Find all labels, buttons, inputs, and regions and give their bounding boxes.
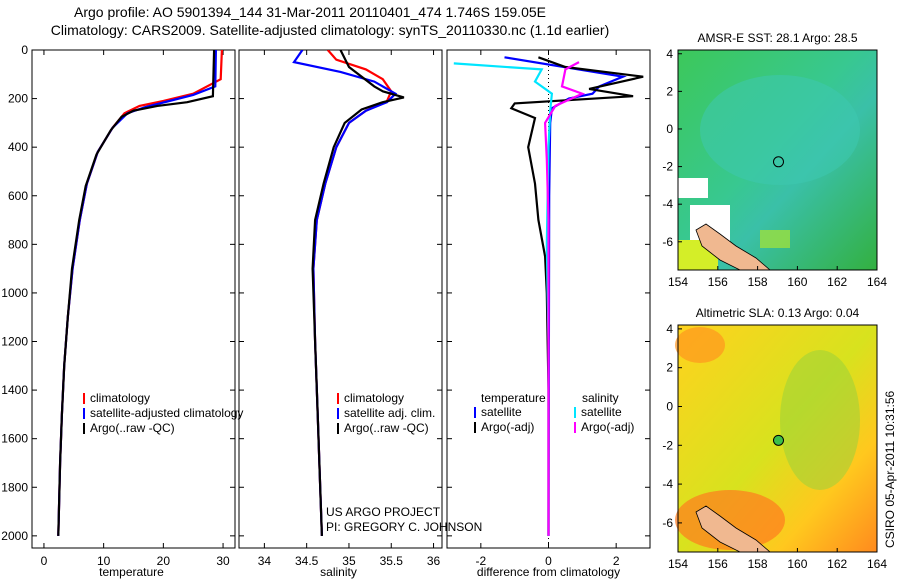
y-tick-label: 1200 [1,335,28,349]
project-label: US ARGO PROJECT [326,505,441,519]
y-tick-label: 1400 [1,383,28,397]
x-axis-label: temperature [99,565,164,579]
field-blob [780,350,860,490]
plot-frame [238,49,443,549]
x-tick-label: 158 [748,557,768,571]
legend-label: satellite-adjusted climatology [90,406,243,420]
legend-label: satellite adj. clim. [344,406,435,420]
x-tick-label: 156 [708,275,728,289]
x-tick-label: 164 [867,557,887,571]
y-tick-label: 1800 [1,480,28,494]
y-tick-label: -4 [662,197,673,211]
y-tick-label: 2 [666,84,673,98]
x-tick-label: 20 [157,554,171,568]
missing-data [678,178,708,198]
x-tick-label: 158 [748,275,768,289]
y-tick-label: 0 [666,122,673,136]
title-line-1: Argo profile: AO 5901394_144 31-Mar-2011… [74,4,546,20]
legend-label: climatology [344,391,404,405]
y-tick-label: 200 [8,92,28,106]
series-line-argo-adj- [509,56,644,536]
float-marker [772,156,784,168]
legend-label: Argo(-adj) [481,420,534,434]
sla-map: 154 156 158 160 162 164 4 2 0 -2 -4 -6 Altimetric SL… [662,306,887,571]
x-tick-label: 36 [427,554,441,568]
x-tick-label: 162 [827,275,847,289]
x-tick-label: 30 [216,554,230,568]
x-tick-label: 160 [787,275,807,289]
x-tick-label: -2 [475,554,486,568]
x-tick-label: 35 [342,554,356,568]
field-blob [675,327,725,363]
legend-difference: temperature salinitysatelliteArgo(-adj)sa… [474,391,634,434]
y-tick-label: 600 [8,189,28,203]
map-frame [677,324,878,553]
x-axis-label: difference from climatology [477,565,620,579]
series-line-argo-raw-qc- [57,50,216,536]
profile-panel-2: 34 34.5 35 35.5 36 salinity [238,49,443,579]
y-tick-label: 4 [666,322,673,336]
y-tick-label: 1000 [1,286,28,300]
legend-label: satellite [581,405,622,419]
plot-frame [31,49,236,549]
x-tick-label: 34.5 [295,554,319,568]
x-tick-label: 0 [545,554,552,568]
y-tick-label: -6 [662,516,673,530]
y-tick-label: 400 [8,140,28,154]
land-mass [695,505,772,553]
sst-map: 154 156 158 160 162 164 4 2 0 -2 -4 -6 AMSR-E SST: 2… [662,31,887,289]
x-tick-label: 2 [613,554,620,568]
y-tick-label: -6 [662,235,673,249]
legend-label: Argo(-adj) [581,420,634,434]
map-title: AMSR-E SST: 28.1 Argo: 28.5 [697,31,857,45]
y-tick-label: 2000 [1,529,28,543]
y-tick-label: -2 [662,160,673,174]
y-tick-label: -2 [662,438,673,452]
x-tick-label: 0 [41,554,48,568]
y-tick-label: 800 [8,237,28,251]
field-blob [675,490,785,550]
pi-label: PI: GREGORY C. JOHNSON [326,520,482,534]
legend-label: climatology [90,391,150,405]
title-line-2: Climatology: CARS2009. Satellite-adjuste… [50,22,610,38]
profile-panel-1: 0 10 20 30 temperature 0 200 400 600 800 1000 1200 1… [1,43,236,579]
field-blob [700,75,860,185]
legend-label: Argo(..raw -QC) [344,421,429,435]
x-tick-label: 160 [787,557,807,571]
y-tick-label: 0 [666,399,673,413]
field-blob [760,230,790,248]
x-tick-label: 164 [867,275,887,289]
legend-header: salinity [582,391,619,405]
map-title: Altimetric SLA: 0.13 Argo: 0.04 [696,306,860,320]
map-frame [677,49,878,271]
x-tick-label: 34 [258,554,272,568]
x-axis-label: salinity [320,565,357,579]
y-tick-label: -4 [662,477,673,491]
x-tick-label: 154 [668,275,688,289]
y-tick-label: 2 [666,361,673,375]
legend-label: satellite [481,405,522,419]
y-tick-label: 1600 [1,432,28,446]
y-tick-label: 0 [21,43,28,57]
legend-header: temperature [481,391,546,405]
x-tick-label: 162 [827,557,847,571]
series-line-argo-raw-qc- [311,50,405,536]
float-marker [772,434,784,446]
x-tick-label: 156 [708,557,728,571]
timestamp-label: CSIRO 05-Apr-2011 10:31:56 [883,390,897,548]
series-line-salinity-argo-adj- [543,61,586,536]
y-tick-label: 4 [666,47,673,61]
x-tick-label: 154 [668,557,688,571]
legend-label: Argo(..raw -QC) [90,421,175,435]
x-tick-label: 35.5 [380,554,404,568]
x-tick-label: 10 [97,554,111,568]
land-mass [695,223,772,271]
